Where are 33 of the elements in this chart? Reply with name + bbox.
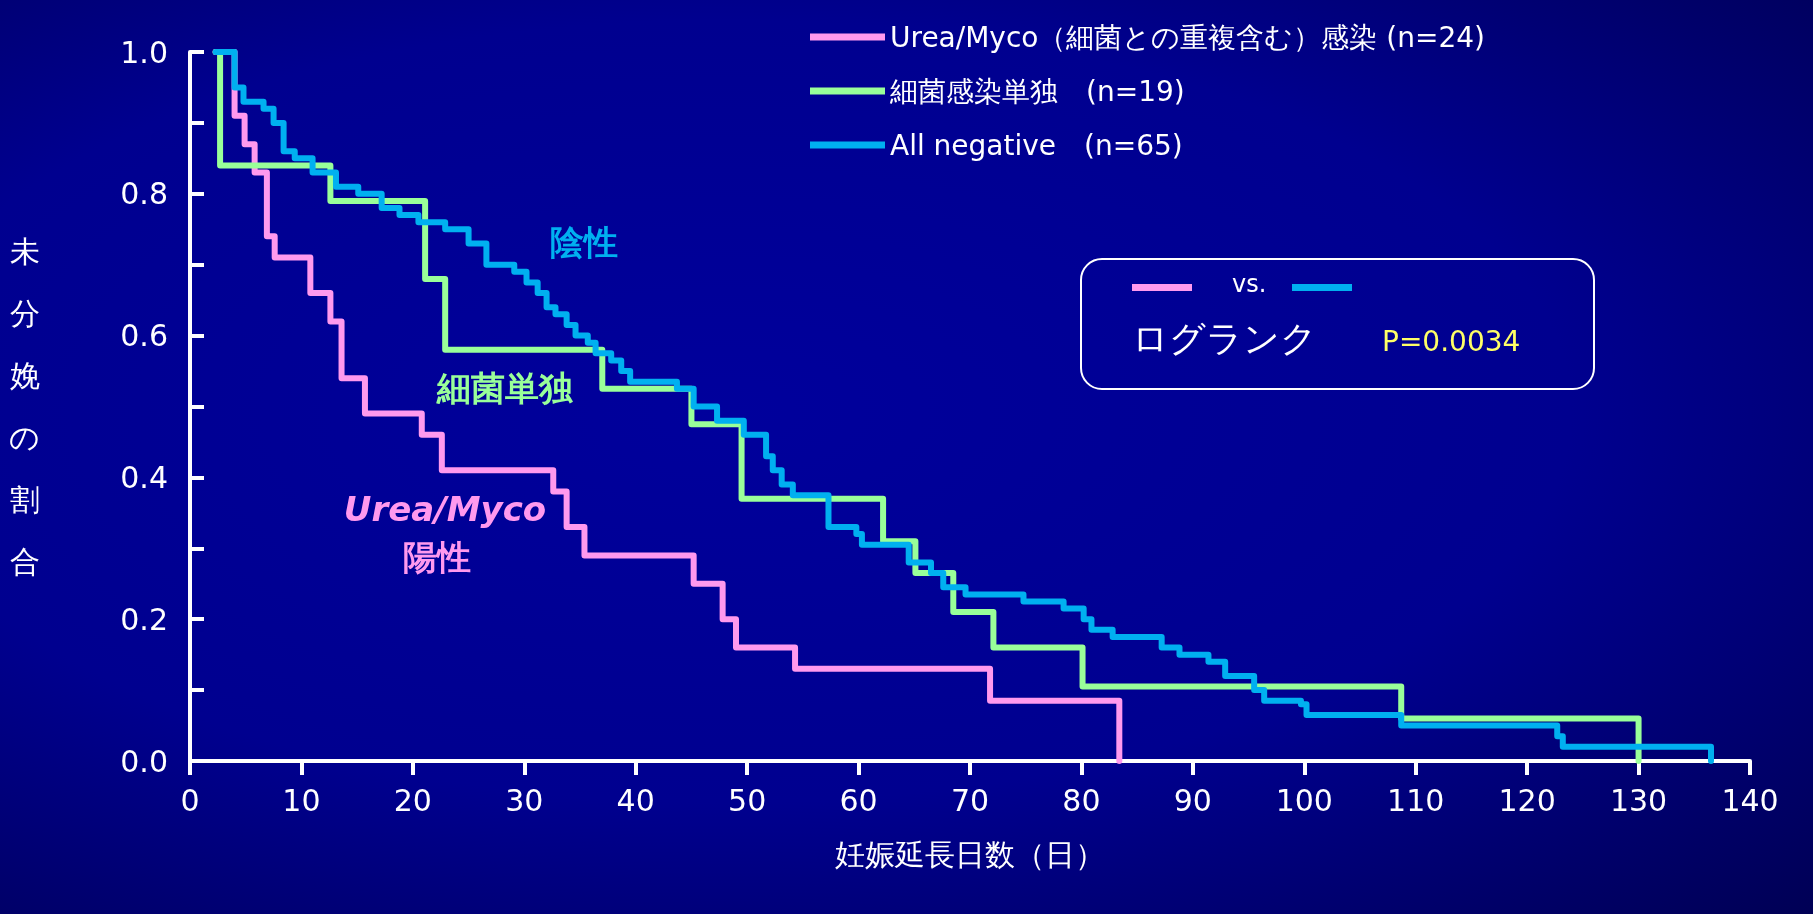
x-axis-title: 妊娠延長日数（日）: [835, 836, 1105, 872]
x-tick-label: 10: [282, 782, 321, 818]
legend-label: All negative (n=65): [890, 128, 1183, 162]
legend-label: Urea/Myco（細菌との重複含む）感染 (n=24): [890, 20, 1486, 54]
x-tick-label: 40: [616, 782, 655, 818]
annotation: 陽性: [403, 537, 471, 577]
x-tick-label: 110: [1387, 782, 1445, 818]
legend-label: 細菌感染単独 (n=19): [889, 74, 1185, 108]
annotation: ログランク: [1132, 317, 1317, 361]
y-tick-label: 0.2: [120, 601, 168, 637]
x-tick-label: 20: [393, 782, 432, 818]
y-tick-label: 0.0: [120, 743, 168, 779]
x-tick-label: 120: [1498, 782, 1556, 818]
x-tick-label: 30: [505, 782, 544, 818]
y-tick-label: 0.4: [120, 459, 168, 495]
y-tick-label: 1.0: [120, 34, 168, 70]
x-tick-label: 130: [1609, 782, 1668, 818]
annotation: 細菌単独: [436, 368, 573, 408]
y-tick-label: 0.8: [120, 176, 168, 212]
annotation: 陰性: [550, 222, 618, 262]
x-tick-label: 60: [839, 782, 878, 818]
x-tick-label: 50: [728, 782, 767, 818]
x-tick-label: 0: [180, 782, 200, 818]
annotation: Urea/Myco: [343, 489, 547, 529]
x-tick-label: 140: [1721, 782, 1779, 818]
x-tick-label: 70: [950, 782, 990, 818]
x-tick-label: 90: [1173, 782, 1212, 818]
x-tick-label: 80: [1062, 782, 1101, 818]
annotation: P=0.0034: [1382, 325, 1521, 358]
annotation: vs.: [1232, 270, 1267, 298]
x-tick-label: 100: [1275, 782, 1333, 818]
y-tick-label: 0.6: [120, 318, 168, 354]
y-axis-title: 未分娩の割合: [9, 234, 40, 579]
